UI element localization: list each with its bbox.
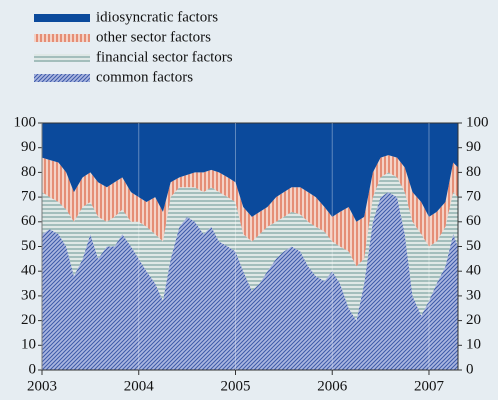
y-tick-label: 50 — [466, 238, 481, 254]
y-tick-label: 20 — [21, 312, 36, 328]
x-tick-label: 2003 — [27, 378, 57, 394]
y-tick-label: 80 — [21, 164, 36, 180]
legend-swatch — [34, 74, 90, 82]
area — [42, 172, 458, 321]
y-tick-label: 50 — [21, 238, 36, 254]
x-tick-label: 2004 — [124, 378, 155, 394]
legend-swatch — [34, 54, 90, 62]
y-tick-label: 40 — [466, 263, 481, 279]
y-tick-label: 70 — [21, 189, 36, 205]
y-tick-label: 10 — [466, 337, 481, 353]
y-tick-label: 0 — [29, 361, 37, 377]
y-tick-label: 100 — [466, 114, 489, 130]
area — [42, 155, 458, 267]
y-tick-label: 60 — [21, 213, 36, 229]
x-tick-label: 2007 — [414, 378, 445, 394]
area — [42, 123, 458, 222]
y-tick-label: 20 — [466, 312, 481, 328]
y-tick-label: 100 — [14, 114, 37, 130]
y-tick-label: 0 — [466, 361, 474, 377]
legend-label: idiosyncratic factors — [96, 9, 218, 25]
legend-swatch — [34, 14, 90, 22]
y-tick-label: 80 — [466, 164, 481, 180]
y-tick-label: 90 — [21, 139, 36, 155]
y-tick-label: 30 — [466, 287, 481, 303]
y-tick-label: 10 — [21, 337, 36, 353]
area — [42, 192, 458, 370]
y-tick-label: 40 — [21, 263, 36, 279]
legend-swatch — [34, 34, 90, 42]
y-tick-label: 30 — [21, 287, 36, 303]
legend-label: other sector factors — [96, 29, 211, 45]
legend-label: financial sector factors — [96, 49, 233, 65]
x-tick-label: 2005 — [220, 378, 250, 394]
legend-label: common factors — [96, 69, 193, 85]
y-tick-label: 60 — [466, 213, 481, 229]
x-tick-label: 2006 — [317, 378, 348, 394]
y-tick-label: 70 — [466, 189, 481, 205]
y-tick-label: 90 — [466, 139, 481, 155]
